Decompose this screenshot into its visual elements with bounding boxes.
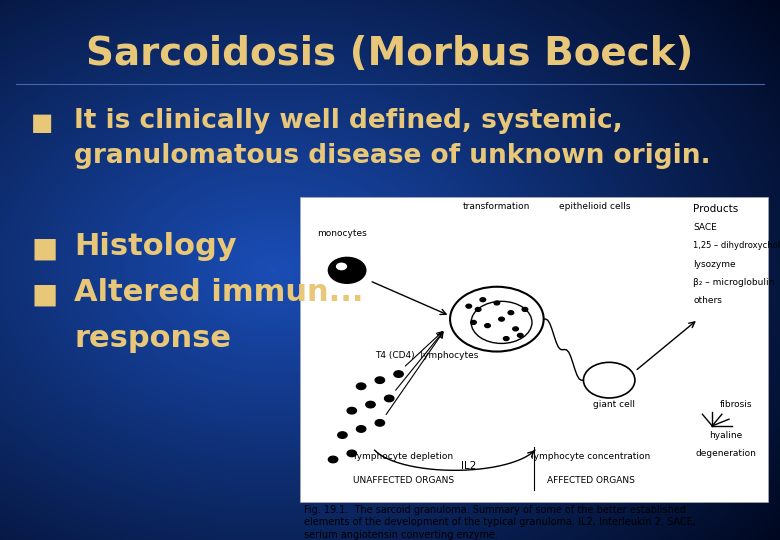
Text: giant cell: giant cell [593, 400, 635, 409]
Circle shape [347, 407, 356, 414]
Text: lysozyme: lysozyme [693, 260, 736, 269]
Text: transformation: transformation [463, 202, 530, 211]
Text: degeneration: degeneration [696, 449, 757, 458]
Circle shape [356, 426, 366, 432]
Text: lymphocyte depletion: lymphocyte depletion [353, 452, 453, 461]
Circle shape [470, 320, 477, 325]
Text: It is clinically well defined, systemic,: It is clinically well defined, systemic, [74, 108, 623, 134]
Circle shape [480, 298, 486, 302]
Text: response: response [74, 324, 231, 353]
Circle shape [512, 327, 519, 331]
Text: AFFECTED ORGANS: AFFECTED ORGANS [547, 476, 634, 485]
Circle shape [508, 310, 514, 315]
Text: fibrosis: fibrosis [719, 400, 752, 409]
Text: UNAFFECTED ORGANS: UNAFFECTED ORGANS [353, 476, 454, 485]
Circle shape [366, 401, 375, 408]
Circle shape [375, 420, 385, 426]
Circle shape [517, 333, 523, 338]
Circle shape [494, 301, 500, 305]
Text: ■: ■ [31, 111, 54, 134]
Text: T4 (CD4)  lymphocytes: T4 (CD4) lymphocytes [375, 351, 479, 360]
Circle shape [356, 383, 366, 389]
Text: ■: ■ [31, 235, 58, 263]
Circle shape [336, 262, 347, 271]
Text: Sarcoidosis (Morbus Boeck): Sarcoidosis (Morbus Boeck) [87, 35, 693, 73]
Text: granulomatous disease of unknown origin.: granulomatous disease of unknown origin. [74, 143, 711, 169]
Circle shape [466, 304, 472, 308]
Circle shape [503, 336, 509, 341]
FancyBboxPatch shape [300, 197, 768, 502]
Circle shape [338, 432, 347, 438]
Text: β₂ – microglobulin: β₂ – microglobulin [693, 278, 775, 287]
Text: lymphocyte concentration: lymphocyte concentration [531, 452, 650, 461]
Circle shape [328, 456, 338, 463]
Text: others: others [693, 296, 722, 305]
Text: IL2: IL2 [461, 461, 477, 470]
Circle shape [375, 377, 385, 383]
Text: 1,25 – dihydroxycholecalciferol: 1,25 – dihydroxycholecalciferol [693, 241, 780, 251]
Circle shape [475, 307, 481, 312]
Text: Products: Products [693, 204, 739, 214]
Circle shape [498, 317, 505, 321]
Circle shape [347, 450, 356, 457]
Text: ■: ■ [31, 281, 58, 309]
Circle shape [394, 371, 403, 377]
Text: hyaline: hyaline [710, 430, 743, 440]
Circle shape [385, 395, 394, 402]
Circle shape [484, 323, 491, 328]
Text: SACE: SACE [693, 223, 717, 232]
Text: Fig. 19.1.  The sarcoid granuloma. Summary of some of the better established
ele: Fig. 19.1. The sarcoid granuloma. Summar… [304, 505, 696, 539]
Text: epithelioid cells: epithelioid cells [559, 202, 631, 211]
Text: Histology: Histology [74, 232, 236, 261]
Circle shape [328, 258, 366, 284]
Text: Altered immun...: Altered immun... [74, 278, 363, 307]
Text: monocytes: monocytes [317, 229, 367, 238]
Circle shape [522, 307, 528, 312]
